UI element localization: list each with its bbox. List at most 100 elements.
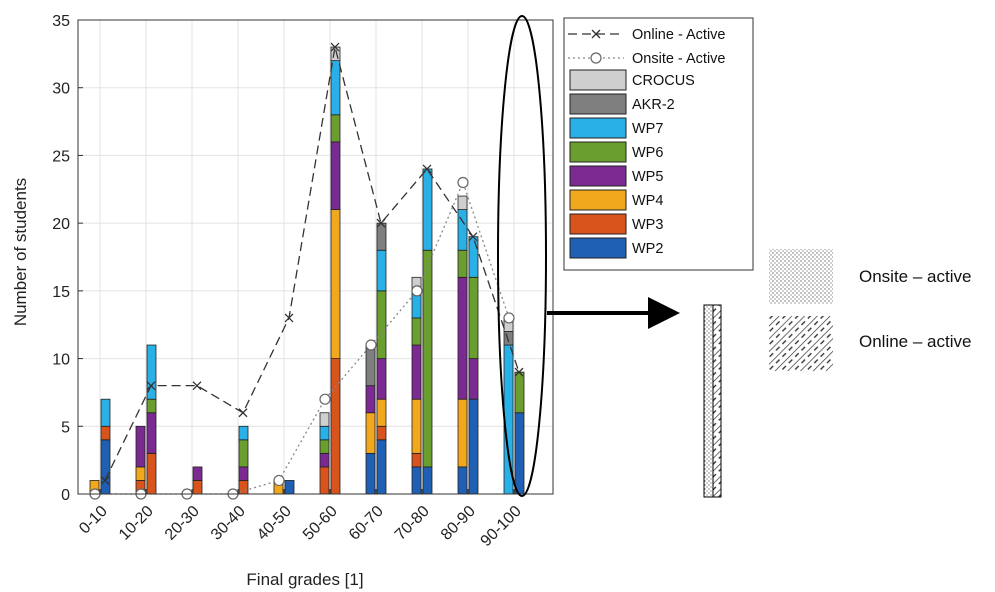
bar-segment-onsite-wp5 bbox=[411, 344, 422, 400]
bar-segment-onsite-wp6 bbox=[319, 439, 330, 454]
bar-segment-onsite-wp5 bbox=[319, 452, 330, 468]
bar-segment-online-wp6 bbox=[514, 371, 525, 414]
online-active-marker bbox=[100, 475, 110, 485]
bar-segment-onsite-wp6 bbox=[457, 249, 468, 278]
bar-segment-online-wp5 bbox=[238, 466, 249, 481]
bar-segment-online-wp7 bbox=[468, 236, 479, 278]
side-bar-onsite-part bbox=[703, 304, 714, 498]
bar-segment-onsite-wp7 bbox=[319, 425, 330, 441]
x-tick-label: 10-20 bbox=[116, 503, 157, 544]
bar-segment-online-wp2 bbox=[376, 439, 387, 495]
bar-segment-onsite-wp5 bbox=[365, 385, 376, 414]
bar-segment-online-wp5 bbox=[146, 412, 157, 454]
legend-label-wp5: WP5 bbox=[632, 169, 663, 185]
bar-segment-onsite-akr2 bbox=[503, 331, 514, 346]
bar-segment-onsite-wp5 bbox=[457, 276, 468, 400]
legend-label-akr2: AKR-2 bbox=[632, 97, 675, 113]
x-axis-label: Final grades [1] bbox=[246, 570, 363, 589]
bar-segment-online-wp7 bbox=[100, 398, 111, 427]
bar-segment-onsite-wp3 bbox=[319, 466, 330, 495]
bar-segment-online-wp5 bbox=[330, 141, 341, 210]
online-active-marker bbox=[330, 42, 340, 52]
bar-segment-online-wp5 bbox=[376, 358, 387, 400]
y-tick-label: 10 bbox=[52, 352, 70, 369]
y-tick-label: 30 bbox=[52, 81, 70, 98]
bar-segment-onsite-wp4 bbox=[411, 398, 422, 454]
bar-segment-online-wp7 bbox=[330, 60, 341, 116]
y-tick-label: 35 bbox=[52, 13, 70, 30]
bar-segment-online-wp2 bbox=[514, 412, 525, 495]
onsite-active-line bbox=[95, 180, 510, 495]
bar-segment-online-wp7 bbox=[376, 249, 387, 292]
bar-segment-online-wp4 bbox=[330, 209, 341, 359]
bar-segment-onsite-wp2 bbox=[457, 466, 468, 495]
x-tick-label: 70-80 bbox=[392, 503, 433, 544]
x-tick-label: 20-30 bbox=[162, 503, 203, 544]
legend-label-crocus: CROCUS bbox=[632, 73, 695, 89]
x-tick-label: 90-100 bbox=[478, 503, 525, 550]
y-tick-label: 20 bbox=[52, 216, 70, 233]
y-tick-label: 15 bbox=[52, 284, 70, 301]
x-tick-label: 30-40 bbox=[208, 503, 249, 544]
legend-label-wp2: WP2 bbox=[632, 241, 663, 257]
bar-segment-online-wp6 bbox=[422, 249, 433, 468]
bar-segment-onsite-crocus bbox=[319, 412, 330, 427]
bar-segment-online-wp6 bbox=[238, 439, 249, 468]
legend-swatch-wp4 bbox=[569, 189, 627, 211]
onsite-active-marker bbox=[503, 312, 515, 324]
onsite-active-marker bbox=[457, 176, 469, 189]
bar-segment-online-wp3 bbox=[376, 425, 387, 441]
bar-segment-online-wp3 bbox=[192, 480, 203, 495]
bar-segment-onsite-crocus bbox=[457, 195, 468, 211]
bar-segment-onsite-wp5 bbox=[135, 425, 146, 468]
online-active-marker bbox=[284, 313, 294, 323]
legend-onsite-marker-sample bbox=[590, 52, 602, 64]
online-pattern-swatch bbox=[769, 316, 833, 371]
online-active-marker bbox=[238, 408, 248, 418]
bar-segment-online-wp2 bbox=[422, 466, 433, 495]
y-tick-label: 25 bbox=[52, 148, 70, 165]
bar-segment-online-wp2 bbox=[284, 480, 295, 495]
bar-segment-online-wp3 bbox=[330, 358, 341, 495]
x-tick-label: 80-90 bbox=[438, 503, 479, 544]
bar-segment-online-wp6 bbox=[376, 290, 387, 359]
legend-label-wp3: WP3 bbox=[632, 217, 663, 233]
bar-segment-online-wp6 bbox=[468, 276, 479, 359]
onsite-pattern-label: Onsite – active bbox=[859, 267, 971, 286]
online-active-marker bbox=[468, 232, 478, 242]
bar-segment-online-wp3 bbox=[146, 452, 157, 495]
onsite-pattern-swatch bbox=[769, 249, 833, 304]
legend-swatch-wp7 bbox=[569, 117, 627, 139]
stacked-bars bbox=[89, 46, 525, 495]
legend-label-wp6: WP6 bbox=[632, 145, 663, 161]
onsite-active-marker bbox=[273, 474, 285, 487]
bar-segment-online-wp2 bbox=[100, 439, 111, 495]
legend-label-online-active: Online - Active bbox=[632, 27, 726, 43]
bar-segment-onsite-wp4 bbox=[457, 398, 468, 468]
bar-segment-onsite-wp4 bbox=[365, 412, 376, 454]
onsite-active-marker bbox=[411, 285, 423, 297]
x-tick-label: 40-50 bbox=[254, 503, 295, 544]
bar-segment-onsite-wp3 bbox=[411, 452, 422, 468]
legend-label-wp4: WP4 bbox=[632, 193, 663, 209]
highlight-ellipse bbox=[497, 15, 547, 497]
online-pattern-label: Online – active bbox=[859, 332, 971, 351]
legend-label-onsite-active: Onsite - Active bbox=[632, 51, 725, 67]
online-active-marker bbox=[192, 381, 202, 391]
bar-segment-onsite-wp7 bbox=[457, 209, 468, 251]
x-tick-label: 60-70 bbox=[346, 503, 387, 544]
bar-segment-online-wp6 bbox=[330, 114, 341, 143]
y-axis-label: Number of students bbox=[11, 178, 30, 326]
online-active-marker bbox=[376, 218, 386, 228]
plot-frame bbox=[77, 19, 554, 495]
grid-lines bbox=[78, 19, 553, 495]
bar-segment-onsite-wp2 bbox=[365, 452, 376, 495]
online-active-marker bbox=[422, 164, 432, 174]
x-tick-label: 50-60 bbox=[300, 503, 341, 544]
bar-segment-online-wp4 bbox=[376, 398, 387, 427]
x-tick-label: 0-10 bbox=[76, 503, 111, 538]
legend-swatch-wp3 bbox=[569, 213, 627, 235]
side-bar-online-part bbox=[712, 304, 722, 498]
bar-segment-online-wp6 bbox=[146, 398, 157, 414]
